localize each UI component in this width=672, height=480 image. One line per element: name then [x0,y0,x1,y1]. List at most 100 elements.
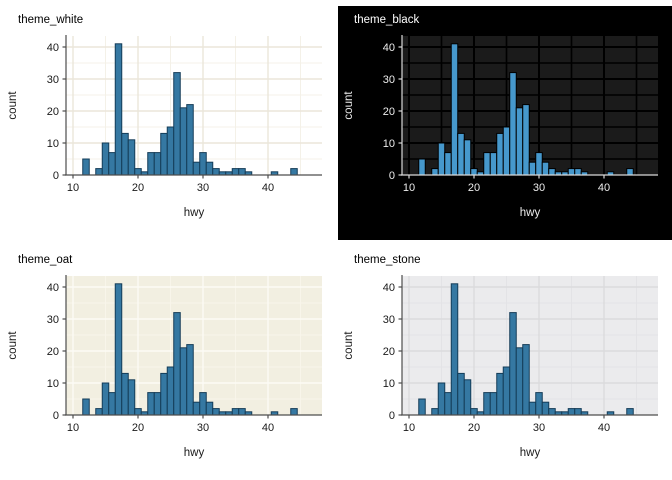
bar [496,132,504,176]
chart-title-theme-stone: theme_stone [354,254,421,266]
bar [186,344,194,416]
tick-labels: 10 20 30 40 0 10 20 30 40 [47,42,274,194]
y-tick-label: 30 [383,74,395,86]
y-tick-label: 20 [383,346,395,358]
y-tick-label: 20 [383,106,395,118]
bar [489,152,498,176]
x-tick-label: 10 [67,182,79,194]
y-axis-title: count [7,91,19,120]
y-tick-label: 40 [47,282,59,294]
y-tick-label: 0 [389,410,395,422]
y-tick-label: 10 [383,378,395,390]
x-axis-title: hwy [184,207,205,219]
tick-marks [398,286,605,419]
bar [290,408,298,416]
bar [199,152,207,176]
bar [173,72,181,176]
x-tick-label: 20 [468,422,480,434]
bar [541,401,550,416]
histogram-theme-white: 10 20 30 40 0 10 20 30 40 hwy count [0,0,336,240]
x-tick-label: 40 [598,182,610,194]
y-tick-label: 10 [383,138,395,150]
bar [114,43,123,176]
bar [199,392,207,416]
y-axis-title: count [343,91,355,120]
bar [515,107,524,176]
bar [101,382,110,416]
histogram-theme-stone: 10 20 30 40 0 10 20 30 40 hwy count [336,240,672,480]
bar [212,168,220,176]
y-axis-title: count [343,331,355,360]
y-tick-label: 40 [383,42,395,54]
bar [179,107,188,176]
bar [166,366,175,416]
y-tick-label: 0 [389,170,395,182]
y-tick-label: 40 [383,282,395,294]
bar [101,142,110,176]
chart-title-theme-black: theme_black [354,14,420,26]
bar [528,161,537,176]
bar [528,401,537,416]
bar [147,392,155,416]
bar [489,392,498,416]
bar [450,283,459,416]
y-tick-label: 30 [47,314,59,326]
bar [173,312,181,416]
quadrant-theme-stone: theme_stone 10 20 30 40 0 10 20 30 40 hwy count [336,240,672,480]
x-tick-label: 40 [598,422,610,434]
bar [238,168,246,176]
bar [548,168,556,176]
bar [121,372,129,416]
bar [82,158,90,176]
histogram-theme-oat: 10 20 30 40 0 10 20 30 40 hwy count [0,240,336,480]
y-tick-label: 0 [53,410,59,422]
y-axis-title: count [7,331,19,360]
x-tick-label: 30 [533,182,545,194]
bar [483,152,491,176]
bar [626,168,634,176]
bar [515,347,524,416]
bar [541,161,550,176]
chart-title-theme-white: theme_white [18,14,84,26]
x-tick-label: 20 [132,422,144,434]
bar [470,408,478,416]
gridlines-minor [66,276,322,415]
bar [567,408,576,416]
bar [509,72,517,176]
x-axis-title: hwy [520,207,541,219]
y-tick-label: 10 [47,378,59,390]
bar [444,392,452,416]
y-tick-label: 0 [53,170,59,182]
bar [127,139,136,176]
bar [450,43,459,176]
bar [574,408,582,416]
bar [186,104,194,176]
bar [192,161,201,176]
tick-marks [62,46,269,179]
bar [231,408,240,416]
bar [502,366,511,416]
x-tick-label: 10 [403,182,415,194]
bar [166,126,175,176]
bar [509,312,517,416]
bar [470,168,478,176]
x-tick-label: 20 [132,182,144,194]
x-tick-label: 30 [533,422,545,434]
axes [401,275,658,416]
tick-labels: 10 20 30 40 0 10 20 30 40 [47,282,274,434]
bar [179,347,188,416]
bar [205,401,214,416]
bar [548,408,556,416]
bar [418,398,426,416]
bar [535,152,543,176]
y-tick-label: 10 [47,138,59,150]
bar [108,152,116,176]
bar [238,408,246,416]
bar [463,379,472,416]
x-tick-label: 10 [67,422,79,434]
bar [574,168,582,176]
bar [290,168,298,176]
x-axis-title: hwy [520,447,541,459]
bar [153,392,162,416]
bar [147,152,155,176]
